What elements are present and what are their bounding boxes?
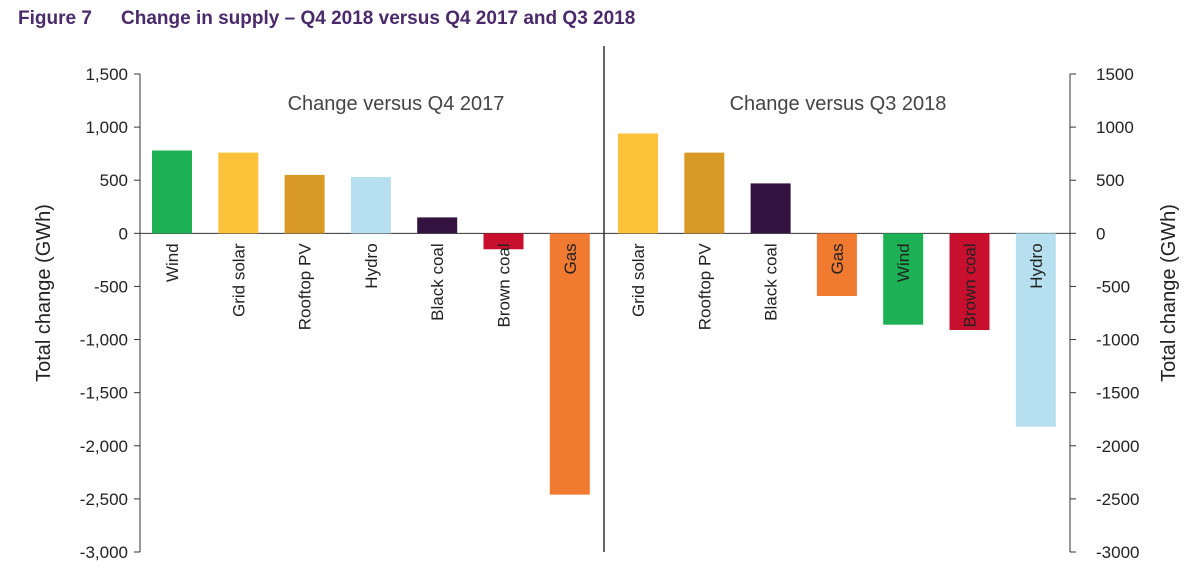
- category-label: Brown coal: [495, 243, 514, 327]
- bar-gas: [816, 233, 857, 297]
- category-label: Hydro: [362, 243, 381, 288]
- right-y-tick-label: 1500: [1096, 65, 1134, 84]
- category-label: Brown coal: [961, 243, 980, 327]
- axes-layer: 1,500 1500 1,000 1000 500 500 0 0 -500 -500 -1,000…: [33, 46, 1180, 562]
- category-label: Wind: [163, 243, 182, 282]
- bar-black-coal: [417, 217, 458, 234]
- bar-brown-coal: [483, 233, 524, 250]
- right-y-tick-label: 0: [1096, 224, 1105, 243]
- category-label: Wind: [894, 243, 913, 282]
- left-y-axis-title: Total change (GWh): [33, 204, 55, 382]
- category-label: Gas: [561, 243, 580, 274]
- left-y-tick-label: -500: [94, 277, 128, 296]
- right-y-tick-label: -2000: [1096, 437, 1139, 456]
- left-y-tick-label: -3,000: [80, 543, 128, 562]
- bar-rooftop-pv: [284, 174, 325, 234]
- left-y-tick-label: -2,500: [80, 490, 128, 509]
- category-label: Black coal: [762, 243, 781, 320]
- category-label: Grid solar: [629, 243, 648, 317]
- bars-layer: [152, 133, 1056, 495]
- category-label: Rooftop PV: [695, 243, 714, 331]
- right-y-axis-title: Total change (GWh): [1158, 204, 1180, 382]
- right-y-tick-label: -2500: [1096, 490, 1139, 509]
- panel-title-2: Change versus Q3 2018: [730, 93, 947, 115]
- right-y-tick-label: -1000: [1096, 331, 1139, 350]
- left-y-tick-label: -1,500: [80, 384, 128, 403]
- category-label: Grid solar: [229, 243, 248, 317]
- labels-layer: Change versus Q4 2017 Wind Grid solar Rooft…: [163, 93, 1046, 330]
- left-y-tick-label: 1,000: [85, 118, 128, 137]
- left-y-tick-label: 1,500: [85, 65, 128, 84]
- category-label: Rooftop PV: [296, 243, 315, 331]
- category-label: Gas: [828, 243, 847, 274]
- left-y-tick-label: 500: [100, 171, 128, 190]
- bar-rooftop-pv: [684, 152, 725, 234]
- bar-wind: [152, 150, 192, 234]
- bar-black-coal: [750, 183, 791, 234]
- right-y-tick-label: -1500: [1096, 384, 1139, 403]
- bar-brown-coal: [949, 233, 990, 330]
- right-y-tick-label: 500: [1096, 171, 1124, 190]
- bar-grid-solar: [618, 133, 658, 234]
- left-y-tick-label: 0: [119, 224, 128, 243]
- right-y-tick-label: -3000: [1096, 543, 1139, 562]
- category-label: Black coal: [428, 243, 447, 320]
- left-y-tick-label: -1,000: [80, 331, 128, 350]
- figure-title: Change in supply – Q4 2018 versus Q4 201…: [121, 8, 636, 29]
- right-y-tick-label: 1000: [1096, 118, 1134, 137]
- right-y-tick-label: -500: [1096, 277, 1130, 296]
- left-y-tick-label: -2,000: [80, 437, 128, 456]
- figure-number: Figure 7: [18, 8, 92, 29]
- figure-heading: Figure 7 Change in supply – Q4 2018 versu…: [18, 8, 635, 30]
- bar-hydro: [350, 177, 391, 234]
- bar-wind: [883, 233, 924, 325]
- bar-hydro: [1015, 233, 1056, 427]
- bar-grid-solar: [218, 152, 259, 234]
- bar-gas: [549, 233, 590, 495]
- category-label: Hydro: [1027, 243, 1046, 288]
- panel-title-1: Change versus Q4 2017: [288, 93, 505, 115]
